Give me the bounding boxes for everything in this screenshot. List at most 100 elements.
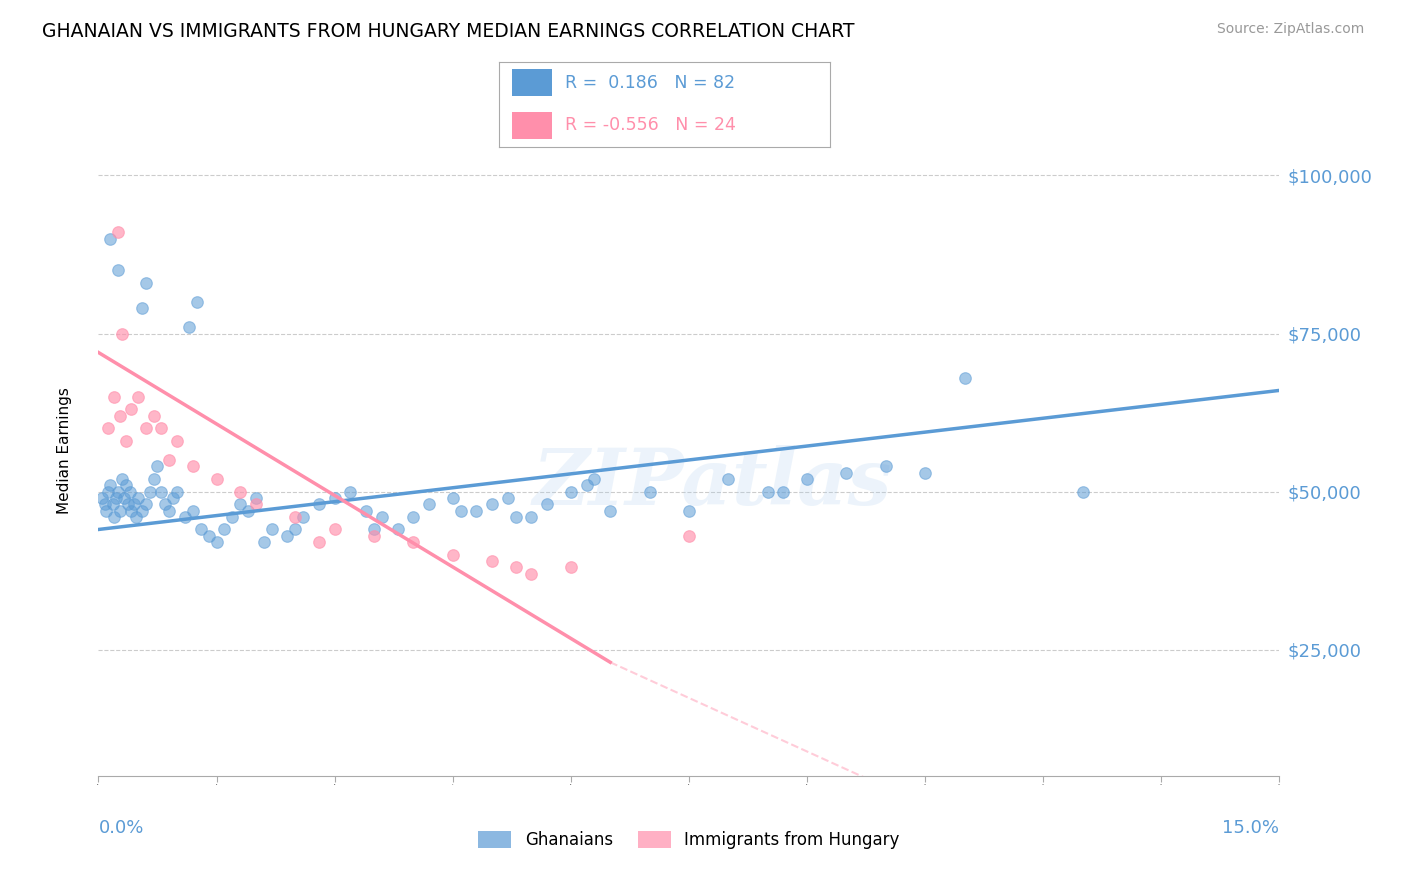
Point <box>229 497 252 511</box>
Point <box>772 484 794 499</box>
Point <box>583 472 606 486</box>
Text: 0.0%: 0.0% <box>98 819 143 837</box>
Point <box>363 523 385 537</box>
Point <box>104 491 127 505</box>
Point <box>284 509 307 524</box>
Point <box>96 503 118 517</box>
Point <box>181 503 204 517</box>
Point <box>125 509 148 524</box>
Text: Source: ZipAtlas.com: Source: ZipAtlas.com <box>1216 22 1364 37</box>
Point <box>560 560 582 574</box>
Point <box>253 535 276 549</box>
Point <box>121 503 143 517</box>
Point <box>97 421 120 435</box>
Point <box>91 491 114 505</box>
Point <box>756 484 779 499</box>
Point <box>245 497 267 511</box>
Point <box>135 276 157 290</box>
Point <box>166 484 188 499</box>
Bar <box>512 112 553 139</box>
Point <box>107 484 129 499</box>
Bar <box>512 70 553 96</box>
Point <box>181 459 204 474</box>
Point <box>98 478 121 492</box>
Text: GHANAIAN VS IMMIGRANTS FROM HUNGARY MEDIAN EARNINGS CORRELATION CHART: GHANAIAN VS IMMIGRANTS FROM HUNGARY MEDI… <box>42 22 855 41</box>
Point <box>323 491 346 505</box>
Point <box>520 566 543 581</box>
Point <box>150 421 173 435</box>
Point <box>638 484 661 499</box>
Point <box>236 503 259 517</box>
Point <box>131 503 153 517</box>
Point <box>835 466 858 480</box>
Point <box>107 225 129 239</box>
Point <box>496 491 519 505</box>
Point <box>520 509 543 524</box>
Point <box>575 478 598 492</box>
Point <box>110 409 132 423</box>
Point <box>402 535 425 549</box>
Point <box>186 294 208 309</box>
Point <box>796 472 818 486</box>
Point <box>111 326 134 341</box>
Point <box>118 484 141 499</box>
Point <box>205 535 228 549</box>
Point <box>363 529 385 543</box>
Point <box>150 484 173 499</box>
Point <box>142 409 165 423</box>
Point <box>292 509 315 524</box>
Point <box>110 503 132 517</box>
Point <box>441 491 464 505</box>
Point <box>505 560 527 574</box>
Point <box>678 529 700 543</box>
Point <box>166 434 188 448</box>
Point <box>117 497 139 511</box>
Text: R =  0.186   N = 82: R = 0.186 N = 82 <box>565 74 735 92</box>
Point <box>323 523 346 537</box>
Point <box>205 472 228 486</box>
Point <box>127 491 149 505</box>
Point <box>308 535 330 549</box>
Point <box>354 503 377 517</box>
Point <box>402 509 425 524</box>
Point <box>142 472 165 486</box>
Point <box>481 554 503 568</box>
Point <box>103 390 125 404</box>
Point <box>536 497 558 511</box>
Point <box>112 491 135 505</box>
Point <box>418 497 440 511</box>
Point <box>875 459 897 474</box>
Point <box>97 484 120 499</box>
Point <box>190 523 212 537</box>
Point <box>197 529 219 543</box>
Point <box>1071 484 1094 499</box>
Point <box>131 301 153 316</box>
Point <box>465 503 488 517</box>
Point <box>93 497 115 511</box>
Point <box>174 509 197 524</box>
Point <box>155 497 177 511</box>
Point <box>308 497 330 511</box>
Point <box>599 503 621 517</box>
Point <box>339 484 361 499</box>
Point <box>111 472 134 486</box>
Point <box>138 484 160 499</box>
Point <box>245 491 267 505</box>
Point <box>157 453 180 467</box>
Point <box>260 523 283 537</box>
Point <box>98 232 121 246</box>
Point <box>229 484 252 499</box>
Point <box>135 497 157 511</box>
Point <box>441 548 464 562</box>
Point <box>221 509 243 524</box>
Point <box>115 478 138 492</box>
Point <box>371 509 394 524</box>
Point <box>953 370 976 384</box>
Text: 15.0%: 15.0% <box>1222 819 1279 837</box>
Point <box>450 503 472 517</box>
Point <box>115 434 138 448</box>
Text: R = -0.556   N = 24: R = -0.556 N = 24 <box>565 116 737 134</box>
Point <box>560 484 582 499</box>
Point <box>146 459 169 474</box>
Point <box>135 421 157 435</box>
